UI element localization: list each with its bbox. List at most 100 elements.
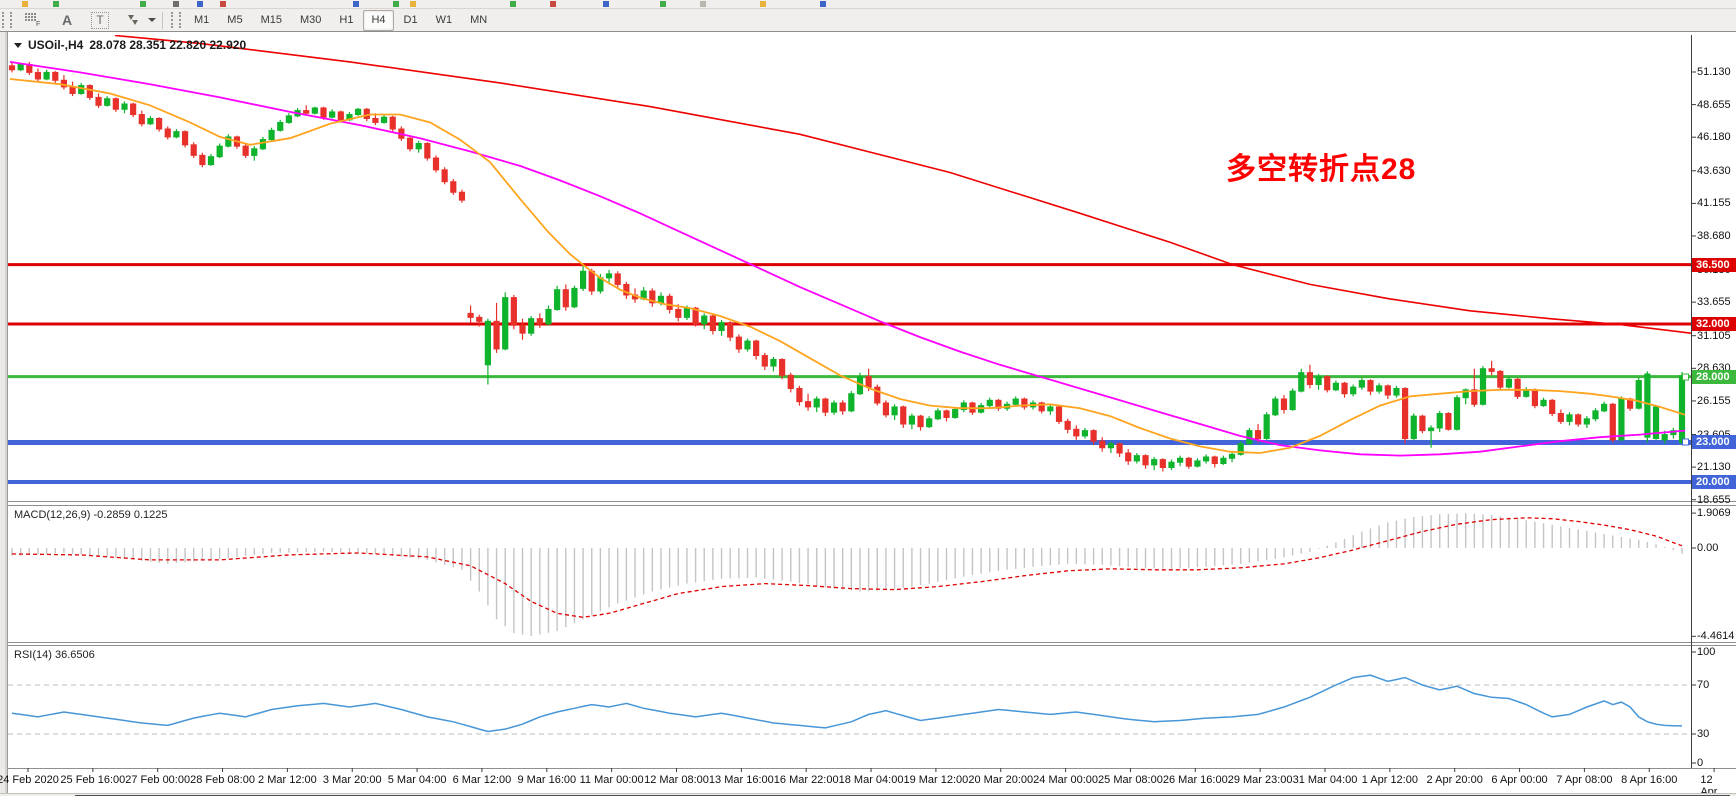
dropdown-caret-icon[interactable] — [148, 18, 156, 22]
candle-body — [744, 340, 751, 350]
timeframe-button-m5[interactable]: M5 — [227, 14, 243, 26]
price-line-tag-23.000[interactable]: 23.000 — [1692, 435, 1736, 450]
candle-body — [770, 359, 777, 367]
clipped-toolbar-icon — [353, 1, 359, 7]
candle-body — [329, 111, 336, 118]
clipped-toolbar-icon — [220, 1, 226, 7]
candle-body — [1090, 430, 1097, 442]
panel-bg-0 — [8, 35, 1736, 501]
timeframe-drag-handle[interactable] — [171, 12, 181, 28]
price-tick-label: 38.680 — [1697, 229, 1731, 242]
timeframe-button-d1[interactable]: D1 — [403, 14, 418, 26]
candle-body — [380, 116, 388, 123]
candle-body — [1575, 414, 1582, 425]
text-tool-icon[interactable]: T — [91, 11, 109, 29]
date-label: 12 Mar 08:00 — [644, 774, 709, 786]
symbol-period-label: USOil-,H4 — [28, 38, 84, 52]
candle-body — [17, 63, 24, 71]
date-label: 7 Apr 08:00 — [1556, 774, 1613, 786]
hline-handle-marker[interactable] — [1682, 438, 1689, 446]
timeframe-button-m1[interactable]: M1 — [194, 14, 210, 26]
price-line-tag-28.000[interactable]: 28.000 — [1692, 369, 1736, 384]
candle-body — [908, 415, 915, 425]
candle-body — [683, 307, 691, 318]
arrows-tool-icon[interactable] — [123, 11, 143, 30]
toolbar-drag-handle[interactable] — [2, 12, 12, 28]
candle-body — [787, 374, 794, 389]
candle-body — [95, 96, 102, 106]
annotation-text[interactable]: 多空转折点28 — [1226, 153, 1417, 186]
candle-body — [952, 409, 959, 418]
chart-title[interactable]: USOil-,H4 28.078 28.351 22.820 22.920 — [14, 38, 246, 52]
candle-body — [519, 324, 526, 334]
candle-body — [917, 415, 924, 428]
candle-body — [1107, 443, 1115, 449]
candle-body — [709, 315, 716, 332]
candle-body — [822, 398, 829, 413]
date-label: 25 Feb 16:00 — [60, 774, 126, 786]
candle-body — [1073, 428, 1080, 437]
timeframe-button-mn[interactable]: MN — [470, 14, 488, 26]
candle-body — [484, 320, 492, 366]
rsi-pane — [8, 674, 1691, 735]
timeframe-button-m15[interactable]: M15 — [260, 14, 282, 26]
date-label: 8 Apr 16:00 — [1621, 774, 1678, 786]
price-tick-label: 18.655 — [1697, 493, 1731, 506]
candle-body — [986, 399, 993, 407]
timeframe-button-m30[interactable]: M30 — [299, 14, 322, 26]
candle-body — [1635, 380, 1642, 409]
candle-body — [562, 289, 569, 308]
candle-body — [1289, 390, 1296, 411]
candle-body — [121, 103, 128, 110]
candle-body — [458, 191, 466, 201]
timeframe-button-h1[interactable]: H1 — [339, 14, 354, 26]
chart-dropdown-icon[interactable] — [14, 42, 22, 48]
candle-body — [69, 86, 76, 94]
candle-body — [830, 402, 838, 413]
date-label: 18 Mar 04:00 — [838, 774, 904, 786]
candle-body — [52, 71, 59, 81]
grid-f-icon[interactable]: F — [23, 11, 43, 30]
candle-body — [1064, 420, 1071, 430]
candle-body — [1142, 455, 1149, 466]
price-line-tag-20.000[interactable]: 20.000 — [1692, 474, 1736, 489]
price-line-tag-36.500[interactable]: 36.500 — [1692, 257, 1736, 272]
date-label: 16 Mar 22:00 — [773, 774, 839, 786]
price-line-tag-32.000[interactable]: 32.000 — [1692, 316, 1736, 331]
hline-handle-marker[interactable] — [1682, 373, 1689, 381]
date-label: 1 Apr 12:00 — [1361, 774, 1418, 786]
price-tick-label: 46.180 — [1697, 131, 1731, 144]
candle-body — [1410, 415, 1417, 440]
candle-body — [528, 318, 535, 334]
candle-body — [406, 137, 414, 150]
label-a-icon[interactable]: A — [61, 12, 73, 28]
candle-body — [900, 406, 907, 425]
timeframe-button-h4[interactable]: H4 — [363, 9, 394, 31]
candle-body — [199, 154, 206, 166]
candle-body — [372, 117, 379, 123]
candle-body — [1592, 410, 1599, 420]
candle-body — [891, 406, 898, 416]
timeframe-button-w1[interactable]: W1 — [435, 14, 453, 26]
candle-body — [1194, 460, 1201, 467]
candle-body — [753, 340, 760, 357]
candle-body — [268, 129, 275, 141]
candle-body — [605, 273, 613, 279]
candle-body — [1021, 398, 1028, 408]
candle-body — [1462, 389, 1469, 399]
candle-body — [242, 145, 249, 156]
candle-body — [934, 410, 941, 420]
chart-canvas[interactable] — [0, 32, 1736, 793]
date-label: 27 Feb 00:00 — [125, 774, 191, 786]
candle-body — [130, 103, 137, 116]
candle-body — [277, 121, 284, 131]
candle-body — [692, 307, 699, 325]
candle-body — [1081, 430, 1089, 437]
candle-body — [1427, 427, 1435, 432]
candle-body — [1523, 389, 1530, 397]
candle-body — [1531, 389, 1539, 407]
candle-body — [1376, 385, 1383, 392]
candle-body — [848, 393, 855, 412]
candle-body — [1099, 440, 1106, 449]
date-label: 2 Apr 20:00 — [1426, 774, 1483, 786]
